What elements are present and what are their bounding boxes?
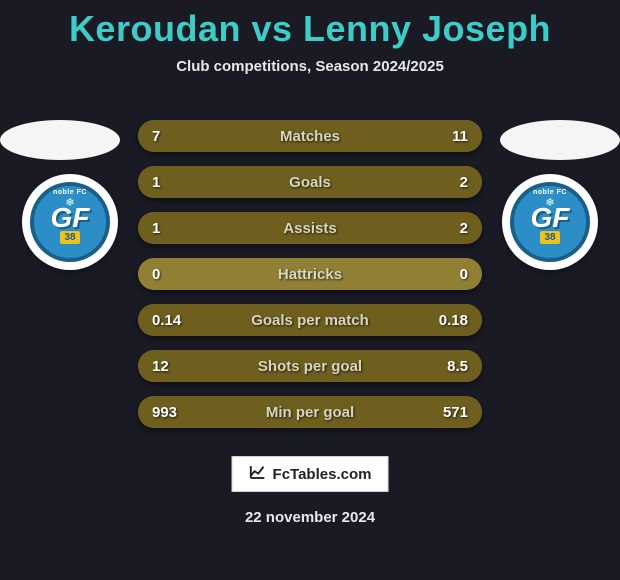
stats-container: 7Matches11 1Goals2 1Assists2 0Hattricks0 0.1… (138, 120, 482, 442)
stat-label: Goals (138, 174, 482, 191)
stat-value-right: 2 (460, 220, 468, 237)
snowflake-icon: ❄ (65, 196, 74, 209)
club-abbr-left: GF (51, 206, 90, 230)
stat-value-right: 11 (452, 128, 468, 145)
stat-row: 12Shots per goal8.5 (138, 350, 482, 382)
club-arc-text-right: noble FC (533, 189, 567, 196)
page-title: Keroudan vs Lenny Joseph (0, 0, 620, 50)
stat-value-right: 0.18 (439, 312, 468, 329)
stat-row: 0Hattricks0 (138, 258, 482, 290)
chart-icon (249, 463, 267, 485)
stat-value-right: 2 (460, 174, 468, 191)
footer-date: 22 november 2024 (0, 509, 620, 526)
stat-row: 1Assists2 (138, 212, 482, 244)
site-badge[interactable]: FcTables.com (232, 456, 389, 492)
stat-label: Matches (138, 128, 482, 145)
player-left-photo-placeholder (0, 120, 120, 160)
club-abbr-right: GF (531, 206, 570, 230)
club-logo-left: noble FC ❄ GF 38 (22, 174, 118, 270)
stat-value-right: 0 (460, 266, 468, 283)
stat-row: 1Goals2 (138, 166, 482, 198)
subtitle: Club competitions, Season 2024/2025 (0, 58, 620, 75)
club-num-right: 38 (540, 231, 559, 244)
snowflake-icon: ❄ (545, 196, 554, 209)
stat-value-right: 571 (443, 404, 468, 421)
stat-label: Min per goal (138, 404, 482, 421)
stat-row: 0.14Goals per match0.18 (138, 304, 482, 336)
club-num-left: 38 (60, 231, 79, 244)
club-arc-text-left: noble FC (53, 189, 87, 196)
stat-row: 7Matches11 (138, 120, 482, 152)
stat-row: 993Min per goal571 (138, 396, 482, 428)
stat-label: Goals per match (138, 312, 482, 329)
player-right-photo-placeholder (500, 120, 620, 160)
stat-label: Hattricks (138, 266, 482, 283)
club-logo-right: noble FC ❄ GF 38 (502, 174, 598, 270)
stat-value-right: 8.5 (447, 358, 468, 375)
stat-label: Assists (138, 220, 482, 237)
stat-label: Shots per goal (138, 358, 482, 375)
site-name: FcTables.com (273, 466, 372, 483)
